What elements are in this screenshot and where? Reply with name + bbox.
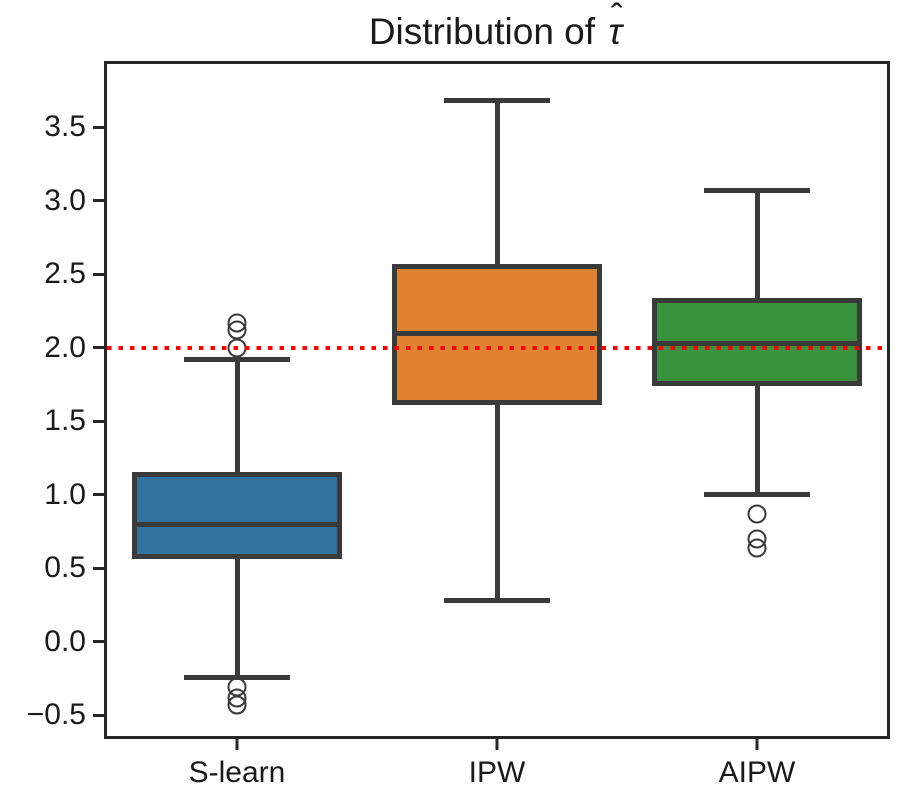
y-tick: 1.0 (44, 478, 104, 512)
x-tick-label-IPW: IPW (468, 756, 526, 789)
y-tick-mark (93, 566, 104, 570)
cap-lower-S-learn (184, 674, 290, 680)
x-tick-label-AIPW: AIPW (718, 756, 796, 789)
outlier-point (747, 504, 767, 524)
y-tick: 0.5 (44, 551, 104, 585)
whisker-lower-IPW (494, 402, 500, 601)
y-tick-label: 2.5 (44, 257, 86, 291)
outlier-point (227, 320, 247, 340)
outlier-point (227, 695, 247, 715)
cap-lower-AIPW (704, 492, 810, 498)
y-tick-label: −0.5 (26, 698, 86, 732)
y-tick-label: 3.0 (44, 183, 86, 217)
y-tick-label: 1.0 (44, 477, 86, 511)
reference-line (107, 345, 887, 350)
y-tick-label: 3.5 (44, 110, 86, 144)
y-tick: 0.0 (44, 625, 104, 659)
whisker-lower-S-learn (234, 556, 240, 678)
hat-glyph: ˆ (610, 0, 623, 36)
y-tick-label: 0.5 (44, 551, 86, 585)
y-tick-mark (93, 272, 104, 276)
median-S-learn (137, 521, 337, 527)
y-tick: −0.5 (27, 698, 104, 732)
median-AIPW (657, 340, 857, 346)
y-tick: 3.5 (44, 110, 104, 144)
whisker-upper-AIPW (754, 190, 760, 301)
x-tick (495, 739, 499, 750)
y-axis: −0.5 0.0 0.5 1.0 1.5 2.0 2.5 3.0 3.5 (0, 64, 104, 736)
y-tick-mark (93, 346, 104, 350)
cap-upper-IPW (444, 98, 550, 104)
y-tick-mark (93, 640, 104, 644)
y-tick-mark (93, 199, 104, 203)
tau-glyph: τ (608, 11, 623, 52)
whisker-upper-S-learn (234, 359, 240, 475)
y-tick-label: 1.5 (44, 404, 86, 438)
y-tick-mark (93, 713, 104, 717)
cap-lower-IPW (444, 598, 550, 604)
chart-title-text: Distribution of (368, 11, 606, 52)
x-tick-label-S-learn: S-learn (188, 756, 286, 789)
box-S-learn (132, 471, 342, 560)
x-tick (755, 739, 759, 750)
y-tick-label: 2.0 (44, 330, 86, 364)
y-tick-mark (93, 493, 104, 497)
median-IPW (397, 330, 597, 336)
y-tick: 2.5 (44, 257, 104, 291)
y-tick-mark (93, 419, 104, 423)
y-tick-mark (93, 125, 104, 129)
whisker-upper-IPW (494, 100, 500, 267)
x-axis: S-learn IPW AIPW (107, 739, 887, 808)
plot-area (104, 61, 890, 739)
x-tick (235, 739, 239, 750)
y-tick: 3.0 (44, 184, 104, 218)
y-tick: 1.5 (44, 404, 104, 438)
cap-upper-S-learn (184, 357, 290, 363)
cap-upper-AIPW (704, 187, 810, 193)
whisker-lower-AIPW (754, 383, 760, 495)
outlier-point (747, 538, 767, 558)
y-tick-label: 0.0 (44, 624, 86, 658)
y-tick: 2.0 (44, 331, 104, 365)
